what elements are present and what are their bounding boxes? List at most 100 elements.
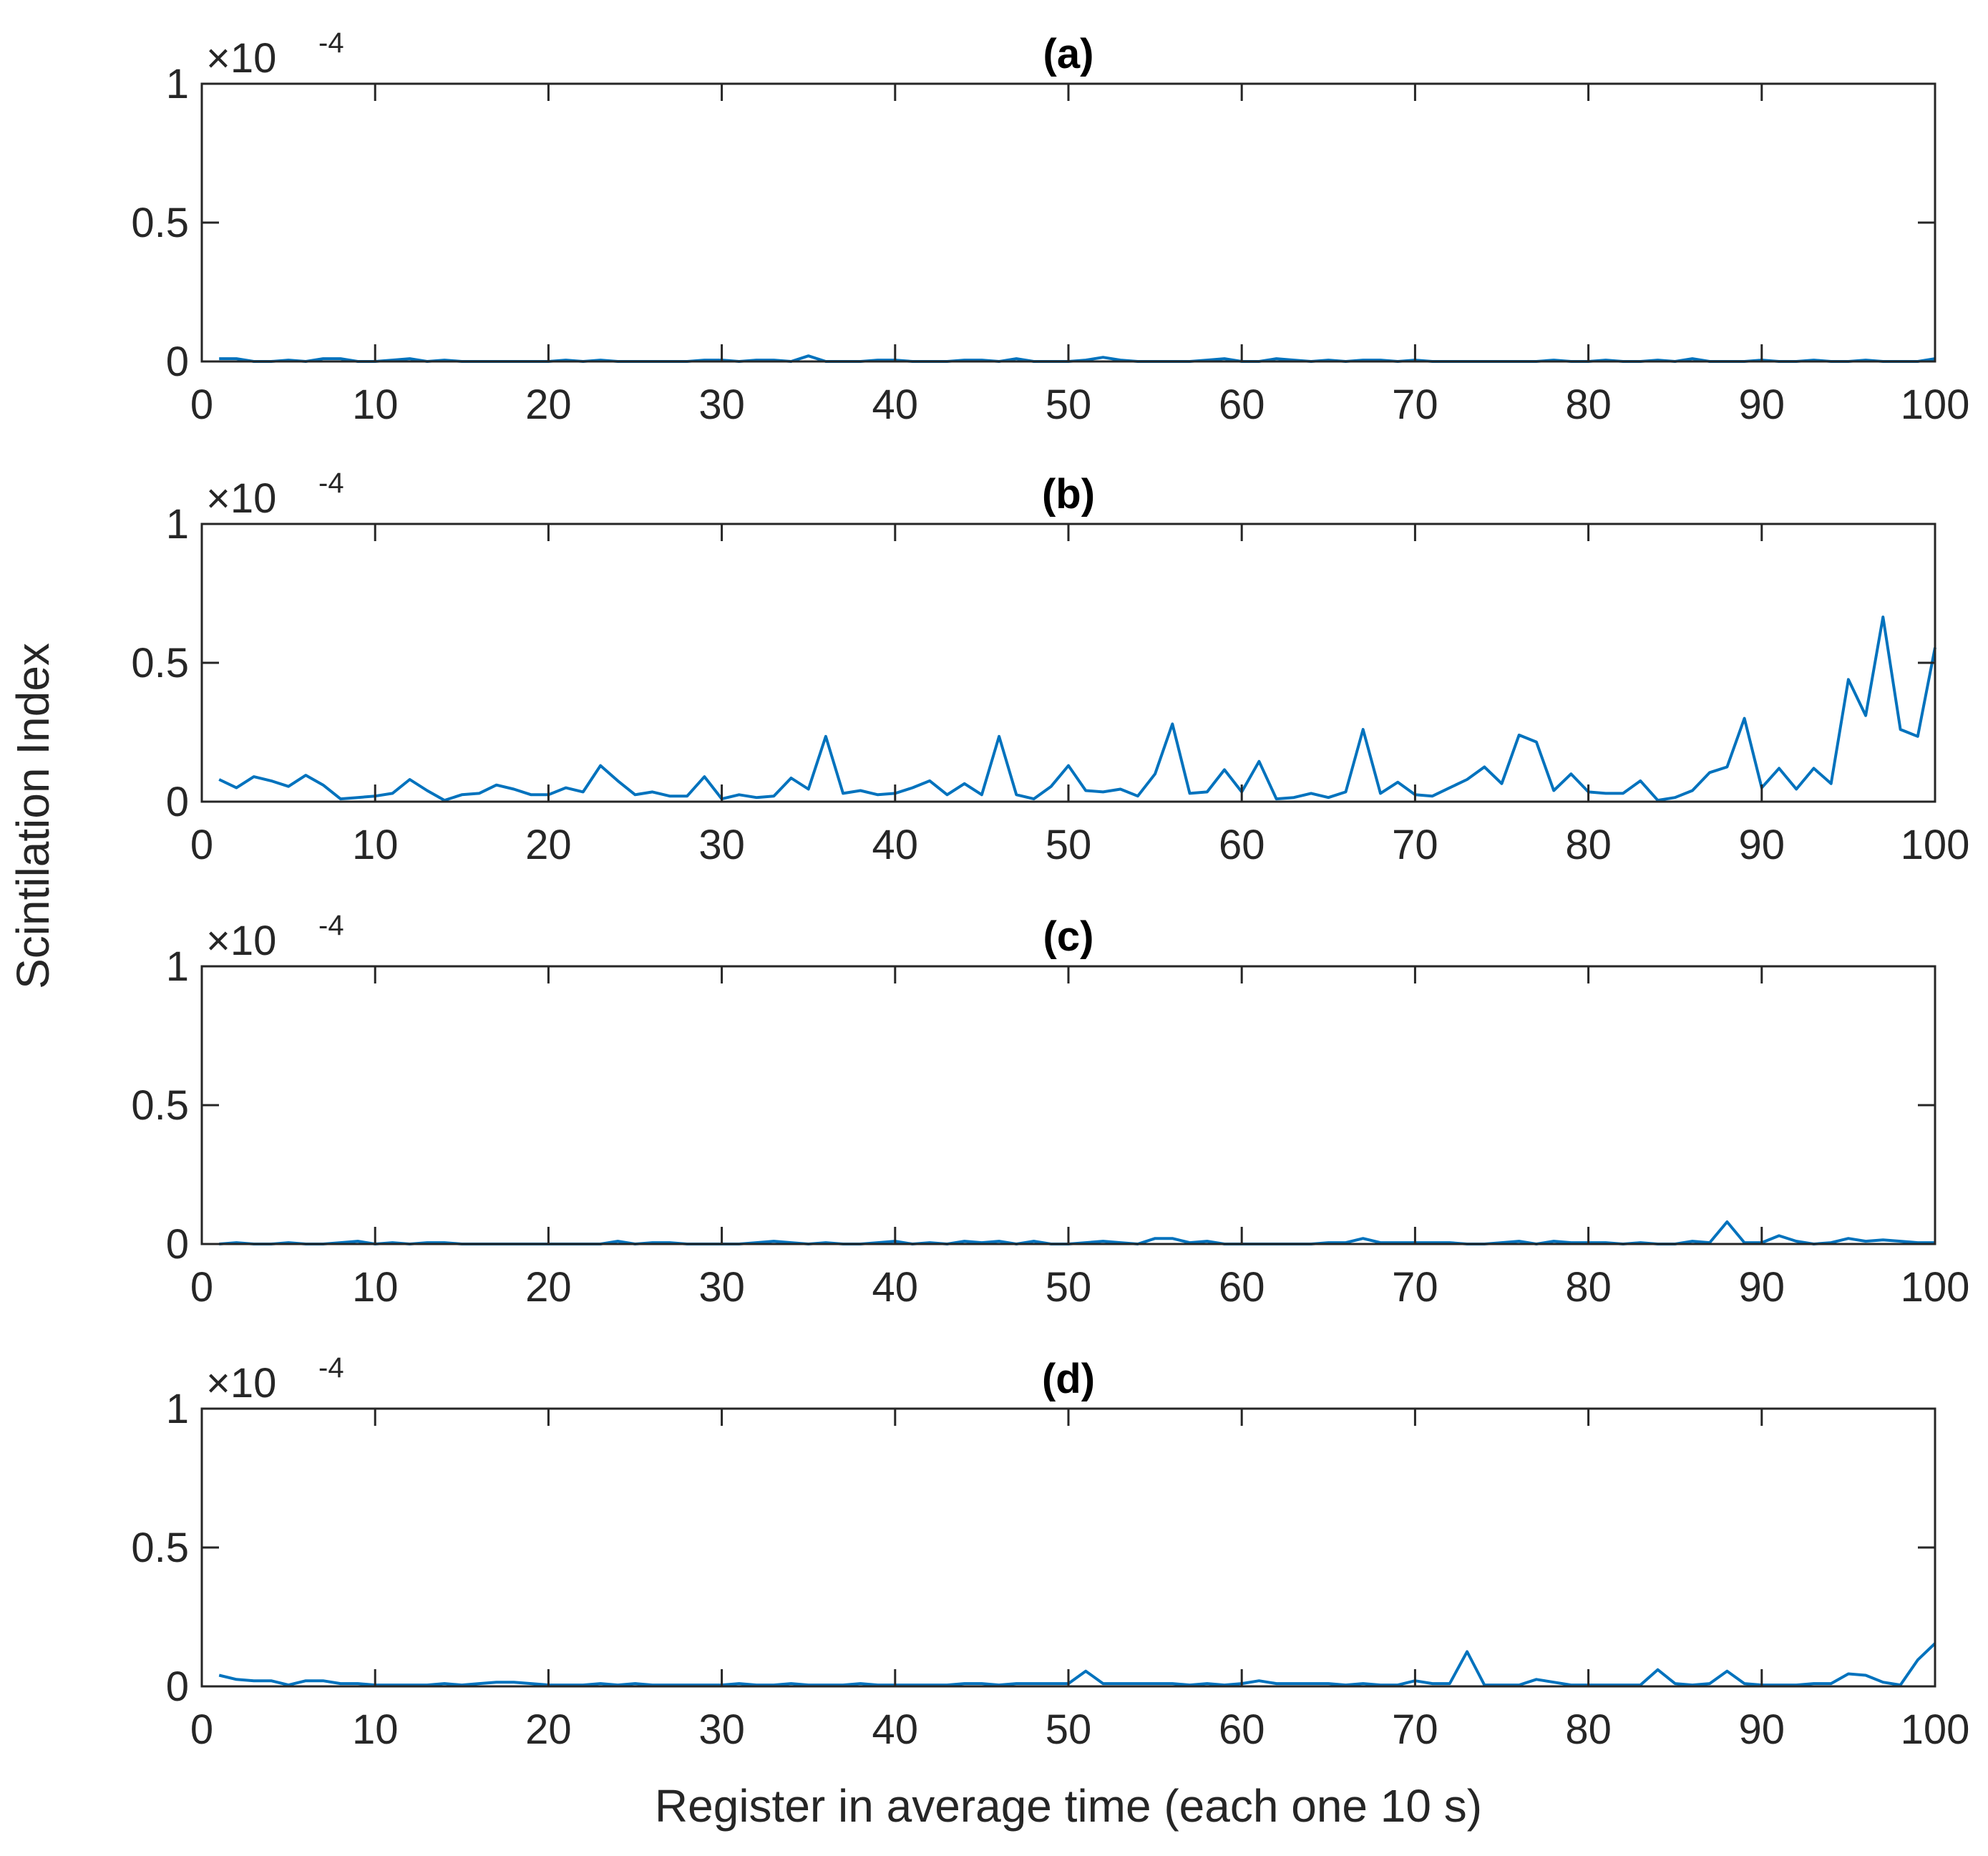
x-tick-label: 0 bbox=[190, 382, 213, 428]
y-multiplier-exponent: -4 bbox=[318, 27, 344, 59]
data-point bbox=[859, 1683, 862, 1685]
data-point bbox=[1518, 1240, 1520, 1243]
data-point bbox=[946, 794, 948, 796]
data-point bbox=[322, 1680, 324, 1682]
data-point bbox=[1362, 1683, 1364, 1685]
x-tick-label: 100 bbox=[1901, 1264, 1970, 1311]
x-tick-label: 40 bbox=[872, 822, 919, 868]
x-tick-label: 90 bbox=[1739, 1264, 1785, 1311]
data-point bbox=[859, 789, 862, 792]
y-tick-label: 1 bbox=[166, 1386, 189, 1432]
y-tick-label: 0 bbox=[166, 1663, 189, 1710]
data-point bbox=[270, 779, 272, 782]
x-tick-label: 10 bbox=[352, 1264, 399, 1311]
panel-title: (a) bbox=[1043, 31, 1094, 77]
data-point bbox=[1102, 356, 1104, 359]
x-tick-label: 50 bbox=[1046, 822, 1092, 868]
data-point bbox=[1292, 1683, 1295, 1685]
data-point bbox=[305, 1680, 307, 1682]
x-tick-label: 30 bbox=[698, 822, 745, 868]
x-tick-label: 90 bbox=[1739, 1706, 1785, 1753]
data-point bbox=[1726, 1670, 1728, 1672]
data-point bbox=[235, 787, 238, 789]
data-point bbox=[773, 795, 775, 797]
data-point bbox=[1033, 1683, 1035, 1685]
panel-title: (b) bbox=[1042, 471, 1095, 518]
data-point bbox=[218, 779, 220, 781]
data-point bbox=[1726, 1221, 1728, 1223]
y-tick-label: 1 bbox=[166, 943, 189, 990]
data-point bbox=[1691, 358, 1693, 360]
data-point bbox=[1501, 782, 1503, 784]
data-point bbox=[617, 1240, 619, 1243]
y-tick-label: 0.5 bbox=[131, 200, 189, 246]
y-multiplier: ×10 bbox=[206, 35, 276, 82]
data-point bbox=[1102, 1683, 1104, 1685]
x-tick-label: 70 bbox=[1392, 1706, 1438, 1753]
data-point bbox=[1553, 1240, 1555, 1243]
data-point bbox=[600, 1683, 602, 1685]
data-point bbox=[790, 777, 792, 779]
x-tick-label: 90 bbox=[1739, 822, 1785, 868]
x-tick-label: 30 bbox=[698, 1264, 745, 1311]
data-point bbox=[634, 1683, 636, 1685]
x-tick-label: 50 bbox=[1046, 1706, 1092, 1753]
data-point bbox=[1466, 779, 1468, 781]
data-point bbox=[1327, 797, 1330, 799]
data-point bbox=[1258, 760, 1260, 762]
x-tick-label: 10 bbox=[352, 822, 399, 868]
data-point bbox=[426, 789, 428, 792]
series-line bbox=[218, 616, 1936, 802]
data-point bbox=[1518, 734, 1520, 736]
data-point bbox=[773, 1240, 775, 1243]
data-point bbox=[1136, 795, 1139, 797]
data-point bbox=[391, 792, 394, 795]
data-point bbox=[409, 358, 411, 360]
data-point bbox=[1483, 766, 1486, 768]
data-point bbox=[305, 774, 307, 777]
data-point bbox=[1154, 1683, 1156, 1685]
data-point bbox=[253, 776, 255, 778]
data-point bbox=[1639, 779, 1642, 782]
data-point bbox=[1448, 787, 1451, 789]
data-point bbox=[322, 784, 324, 786]
data-point bbox=[1050, 1683, 1052, 1685]
data-point bbox=[1206, 1683, 1208, 1685]
x-tick-label: 30 bbox=[698, 382, 745, 428]
data-point bbox=[1709, 772, 1711, 774]
x-tick-label: 0 bbox=[190, 1264, 213, 1311]
data-point bbox=[963, 1240, 965, 1243]
data-point bbox=[1466, 1651, 1468, 1653]
data-point bbox=[1847, 1673, 1849, 1675]
data-point bbox=[1171, 723, 1174, 725]
y-tick-label: 0.5 bbox=[131, 1082, 189, 1129]
data-point bbox=[912, 787, 914, 789]
data-point bbox=[963, 1683, 965, 1685]
data-point bbox=[1362, 729, 1364, 731]
y-tick-label: 1 bbox=[166, 501, 189, 548]
x-tick-label: 60 bbox=[1219, 382, 1265, 428]
data-point bbox=[513, 1681, 515, 1683]
data-point bbox=[339, 358, 341, 360]
data-point bbox=[600, 764, 602, 767]
data-point bbox=[1085, 1670, 1087, 1672]
data-point bbox=[929, 779, 931, 782]
data-point bbox=[1310, 792, 1312, 795]
y-multiplier-exponent: -4 bbox=[318, 467, 344, 499]
data-point bbox=[1397, 781, 1399, 783]
x-tick-label: 0 bbox=[190, 1706, 213, 1753]
y-multiplier-exponent: -4 bbox=[318, 1352, 344, 1384]
data-point bbox=[756, 797, 758, 799]
data-point bbox=[963, 782, 965, 784]
data-point bbox=[1119, 1683, 1121, 1685]
data-point bbox=[877, 794, 879, 796]
data-point bbox=[1154, 773, 1156, 775]
data-point bbox=[235, 1678, 238, 1681]
x-tick-label: 20 bbox=[525, 822, 572, 868]
series-line bbox=[218, 1642, 1936, 1687]
x-tick-label: 70 bbox=[1392, 822, 1438, 868]
data-point bbox=[1119, 788, 1121, 790]
data-point bbox=[1778, 1235, 1780, 1237]
data-point bbox=[1171, 1238, 1174, 1240]
